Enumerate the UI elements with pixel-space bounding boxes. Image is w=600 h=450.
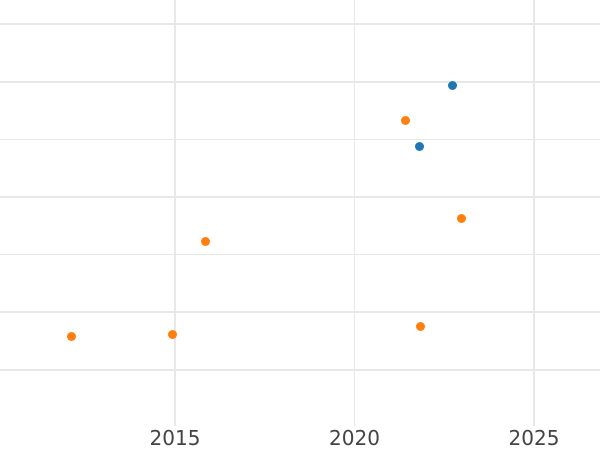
- data-point-orange: [456, 213, 466, 223]
- horizontal-gridline: [0, 369, 600, 371]
- horizontal-gridline: [0, 81, 600, 83]
- data-point-orange: [167, 329, 177, 339]
- vertical-gridline: [174, 0, 176, 426]
- horizontal-gridline: [0, 23, 600, 25]
- vertical-gridline: [533, 0, 535, 426]
- x-tick-label-2020: 2020: [329, 426, 380, 450]
- data-point-orange: [200, 236, 210, 246]
- data-point-orange: [400, 115, 410, 125]
- horizontal-gridline: [0, 196, 600, 198]
- data-point-orange: [66, 331, 76, 341]
- horizontal-gridline: [0, 138, 600, 141]
- x-tick-label-2015: 2015: [149, 426, 201, 450]
- horizontal-gridline: [0, 253, 600, 256]
- data-point-blue: [414, 141, 424, 151]
- vertical-gridline: [353, 0, 356, 426]
- data-point-orange: [415, 321, 425, 331]
- data-point-blue: [447, 80, 457, 90]
- x-tick-label-2025: 2025: [508, 426, 560, 450]
- horizontal-gridline: [0, 311, 600, 313]
